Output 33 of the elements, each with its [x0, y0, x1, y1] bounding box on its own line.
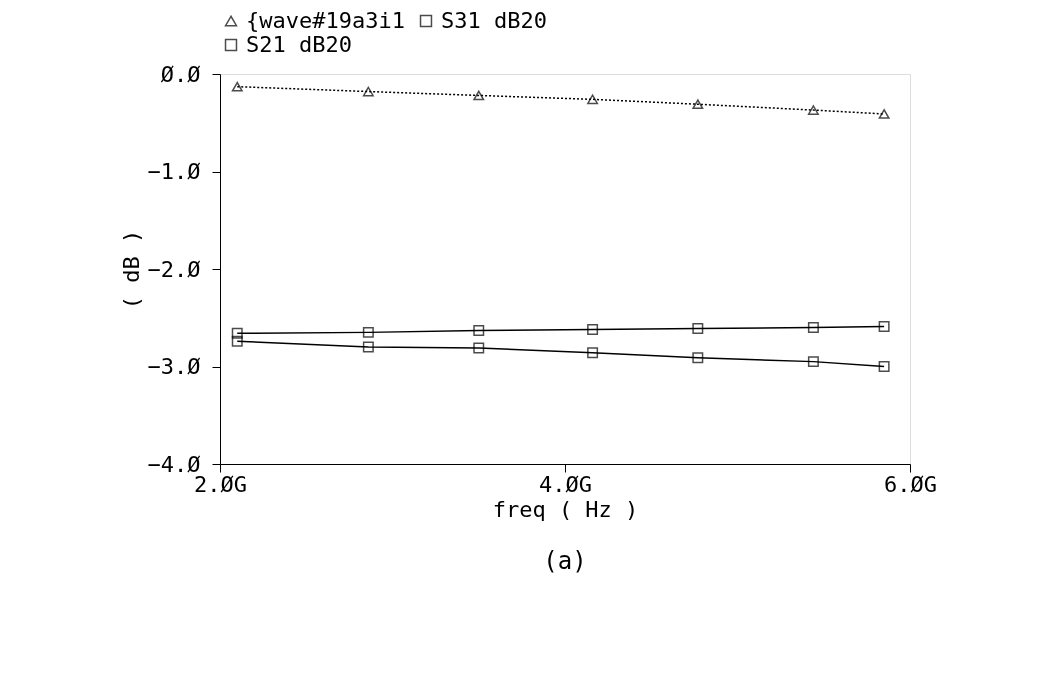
x-tick-label: 4.ØG: [539, 471, 592, 497]
point: [807, 322, 819, 333]
point: [587, 94, 599, 105]
point: [473, 342, 485, 354]
point: [587, 347, 599, 359]
legend-label: {wave#19a3i1: [246, 8, 405, 33]
point: [231, 335, 243, 347]
point: [362, 326, 374, 338]
point: [231, 81, 243, 92]
y-tick-label: −1.Ø: [147, 159, 201, 184]
point: [473, 324, 485, 336]
point: [362, 86, 374, 97]
point: [231, 327, 243, 339]
point: [692, 322, 704, 334]
point: [587, 323, 599, 335]
y-axis-title: ( dB ): [118, 229, 144, 310]
point: [878, 361, 890, 372]
point: [362, 341, 374, 353]
point: [692, 352, 704, 364]
point: [692, 99, 704, 110]
point: [807, 105, 819, 115]
point: [807, 356, 819, 368]
point: [878, 109, 890, 119]
y-tick-label: Ø.Ø: [160, 61, 201, 87]
legend-label: S31 dB20: [441, 8, 547, 33]
point: [473, 90, 485, 101]
y-tick-label: −3.Ø: [147, 354, 201, 379]
text: (a): [543, 547, 587, 575]
y-tick-label: −2.Ø: [147, 256, 201, 282]
point: [878, 321, 890, 333]
x-axis-title: freq ( Hz ): [492, 496, 639, 522]
x-tick-label: 6.ØG: [884, 471, 937, 497]
legend-label: S21 dB20: [246, 32, 352, 57]
